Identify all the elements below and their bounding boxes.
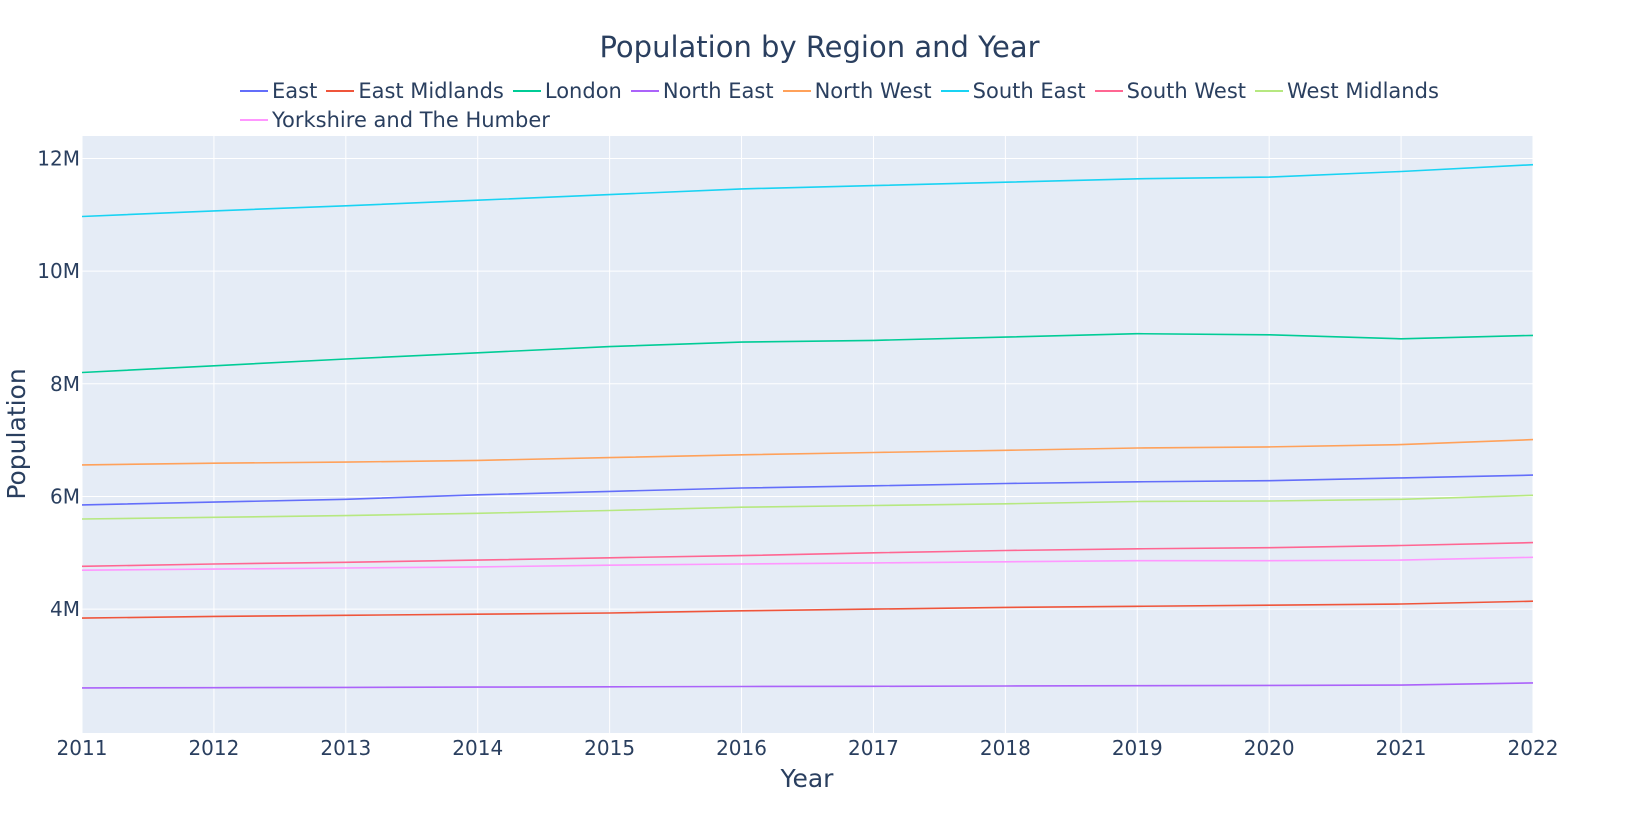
legend-item-north-west[interactable]: North West: [782, 78, 932, 103]
legend-swatch: [240, 89, 268, 92]
x-tick-label: 2013: [320, 736, 371, 760]
legend-label: East Midlands: [358, 78, 504, 103]
legend-label: West Midlands: [1287, 78, 1439, 103]
legend-item-west-midlands[interactable]: West Midlands: [1255, 79, 1439, 103]
legend-swatch: [326, 89, 355, 92]
legend-item-east[interactable]: East: [240, 79, 317, 103]
x-axis-title: Year: [780, 764, 835, 793]
series-line-yorkshire-and-the-humber: [81, 556, 1534, 571]
y-tick-label: 12M: [37, 147, 80, 171]
y-tick-label: 6M: [50, 484, 80, 508]
legend-swatch: [1094, 89, 1123, 92]
legend-row: Yorkshire and The Humber: [240, 105, 1460, 134]
grid: [81, 136, 1534, 733]
series-line-east-midlands: [81, 600, 1534, 619]
series-line-south-west: [81, 541, 1534, 568]
legend-item-london[interactable]: London: [512, 78, 622, 103]
series-line-west-midlands: [81, 494, 1534, 520]
chart-title: Population by Region and Year: [599, 30, 1040, 64]
legend-item-south-east[interactable]: South East: [940, 78, 1086, 103]
legend-swatch: [940, 89, 969, 92]
legend-item-yorkshire-and-the-humber[interactable]: Yorkshire and The Humber: [240, 108, 550, 132]
legend: East East Midlands London North East North W…: [240, 76, 1460, 134]
x-tick-label: 2016: [716, 736, 767, 760]
legend-item-south-west[interactable]: South West: [1094, 78, 1247, 103]
y-tick-label: 10M: [37, 259, 80, 283]
legend-swatch: [512, 89, 541, 92]
series-line-east: [81, 474, 1534, 506]
x-tick-label: 2021: [1376, 736, 1427, 760]
x-tick-label: 2022: [1508, 736, 1559, 760]
legend-label: South West: [1126, 78, 1247, 103]
series-line-north-east: [81, 682, 1534, 689]
series-lines: [81, 163, 1534, 689]
y-axis-ticks: 4M 6M 8M 10M 12M: [37, 147, 80, 622]
series-line-north-west: [81, 438, 1534, 466]
legend-swatch: [782, 89, 811, 92]
legend-label: North West: [814, 78, 932, 103]
y-axis-title: Population: [2, 368, 31, 499]
x-tick-label: 2017: [848, 736, 899, 760]
x-tick-label: 2015: [584, 736, 635, 760]
y-tick-label: 8M: [50, 372, 80, 396]
x-tick-label: 2019: [1112, 736, 1163, 760]
x-tick-label: 2014: [452, 736, 503, 760]
legend-item-north-east[interactable]: North East: [630, 78, 774, 103]
legend-label: South East: [972, 78, 1086, 103]
legend-swatch: [1255, 89, 1284, 92]
x-tick-label: 2011: [57, 736, 108, 760]
legend-label: North East: [662, 78, 774, 103]
legend-swatch: [240, 118, 268, 121]
legend-swatch: [630, 89, 659, 92]
plot-background: [82, 136, 1533, 733]
x-tick-label: 2012: [188, 736, 239, 760]
x-axis-ticks: 2011 2012 2013 2014 2015 2016 2017 2018 2019 2020…: [57, 736, 1559, 760]
series-line-south-east: [81, 163, 1534, 218]
legend-label: Yorkshire and The Humber: [272, 107, 550, 132]
series-line-london: [81, 332, 1534, 374]
legend-item-east-midlands[interactable]: East Midlands: [326, 79, 504, 103]
legend-label: London: [544, 78, 622, 103]
x-tick-label: 2018: [980, 736, 1031, 760]
legend-row: East East Midlands London North East North W…: [240, 76, 1460, 105]
y-tick-label: 4M: [50, 597, 80, 621]
legend-label: East: [272, 78, 318, 103]
x-tick-label: 2020: [1244, 736, 1295, 760]
